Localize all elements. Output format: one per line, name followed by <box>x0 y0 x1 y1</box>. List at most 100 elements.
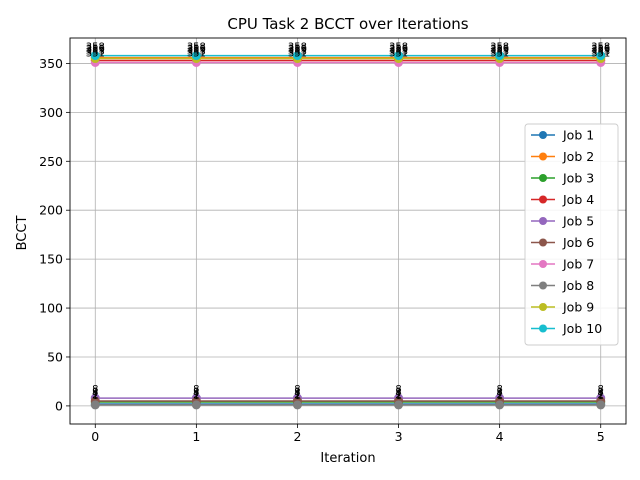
data-label-job-9: 355 <box>591 45 610 56</box>
series-lines <box>90 51 606 410</box>
data-label-job-7: 351 <box>389 48 408 59</box>
data-label-job-3: 4 <box>193 388 199 399</box>
data-label-job-8: 1 <box>294 391 300 402</box>
y-tick-label: 200 <box>39 203 63 218</box>
data-point-job-10 <box>596 51 606 61</box>
data-label-job-2: 356 <box>187 44 206 55</box>
data-point-job-10 <box>90 51 100 61</box>
data-label-job-5: 8 <box>193 384 199 395</box>
data-point-job-10 <box>191 51 201 61</box>
legend-box <box>524 123 619 346</box>
x-tick-label: 2 <box>293 429 301 444</box>
data-label-job-9: 355 <box>288 45 307 56</box>
data-label-job-8: 1 <box>496 391 502 402</box>
legend: Job 1 Job 2 Job 3 Job 4 Job 5 Job 6 Job 7 Job 8… <box>524 123 619 346</box>
data-label-job-2: 356 <box>591 44 610 55</box>
data-label-job-10: 358 <box>490 42 509 53</box>
data-label-job-3: 4 <box>294 388 300 399</box>
legend-marker-job-8 <box>539 281 547 290</box>
data-label-job-4: 353 <box>490 47 509 58</box>
legend-marker-job-4 <box>539 195 547 204</box>
data-label-job-4: 353 <box>389 47 408 58</box>
data-label-job-7: 351 <box>591 48 610 59</box>
data-point-job-8 <box>191 400 201 410</box>
data-label-job-1: 2 <box>598 390 604 401</box>
data-label-job-6: 5 <box>598 387 604 398</box>
data-point-job-10 <box>292 51 302 61</box>
data-label-job-1: 2 <box>496 390 502 401</box>
x-tick-label: 1 <box>192 429 200 444</box>
data-point-job-10 <box>495 51 505 61</box>
data-label-job-5: 8 <box>496 384 502 395</box>
data-point-job-10 <box>394 51 404 61</box>
data-label-job-6: 5 <box>496 387 502 398</box>
data-label-job-5: 8 <box>598 384 604 395</box>
legend-label-job-3: Job 3 <box>562 171 594 186</box>
data-label-job-6: 5 <box>193 387 199 398</box>
x-tick-label: 0 <box>91 429 99 444</box>
data-label-job-6: 5 <box>92 387 98 398</box>
data-label-job-3: 4 <box>598 388 604 399</box>
legend-label-job-9: Job 9 <box>562 300 594 315</box>
data-label-job-7: 351 <box>490 48 509 59</box>
data-label-job-3: 4 <box>496 388 502 399</box>
legend-marker-job-2 <box>539 152 547 161</box>
data-label-job-10: 358 <box>86 42 105 53</box>
data-label-job-4: 353 <box>288 47 307 58</box>
data-label-job-9: 355 <box>389 45 408 56</box>
data-point-job-8 <box>394 400 404 410</box>
data-point-job-8 <box>292 400 302 410</box>
data-label-job-2: 356 <box>490 44 509 55</box>
data-label-job-7: 351 <box>187 48 206 59</box>
data-point-job-8 <box>90 400 100 410</box>
y-tick-label: 300 <box>39 105 63 120</box>
y-tick-label: 0 <box>55 398 63 413</box>
data-label-job-8: 1 <box>395 391 401 402</box>
data-label-job-7: 351 <box>288 48 307 59</box>
data-label-job-5: 8 <box>395 384 401 395</box>
legend-marker-job-7 <box>539 260 547 268</box>
data-label-job-2: 356 <box>389 44 408 55</box>
legend-label-job-8: Job 8 <box>562 278 594 293</box>
legend-marker-job-3 <box>539 174 547 182</box>
x-tick-label: 5 <box>597 429 605 444</box>
legend-label-job-7: Job 7 <box>562 257 594 272</box>
legend-marker-job-9 <box>539 303 547 311</box>
data-point-job-8 <box>596 400 606 410</box>
y-tick-label: 100 <box>39 301 63 316</box>
x-axis-label: Iteration <box>320 451 375 466</box>
data-label-job-4: 353 <box>86 47 105 58</box>
legend-marker-job-6 <box>539 238 547 247</box>
data-label-job-10: 358 <box>288 42 307 53</box>
y-tick-label: 50 <box>47 349 63 364</box>
data-label-job-1: 2 <box>294 390 300 401</box>
legend-marker-job-10 <box>539 324 547 333</box>
data-label-job-7: 351 <box>86 48 105 59</box>
legend-label-job-10: Job 10 <box>562 321 602 336</box>
data-label-job-2: 356 <box>288 44 307 55</box>
legend-label-job-1: Job 1 <box>562 128 594 143</box>
y-tick-label: 250 <box>39 154 63 169</box>
data-label-job-1: 2 <box>395 390 401 401</box>
data-label-job-8: 1 <box>598 391 604 402</box>
data-label-job-4: 353 <box>187 47 206 58</box>
data-label-job-4: 353 <box>591 47 610 58</box>
data-label-job-5: 8 <box>92 384 98 395</box>
data-label-job-8: 1 <box>92 391 98 402</box>
data-label-job-3: 4 <box>92 388 98 399</box>
data-label-job-9: 355 <box>187 45 206 56</box>
data-label-job-6: 5 <box>395 387 401 398</box>
data-point-job-8 <box>495 400 505 410</box>
data-label-job-8: 1 <box>193 391 199 402</box>
data-label-job-10: 358 <box>389 42 408 53</box>
y-axis-label: BCCT <box>15 216 30 251</box>
data-label-job-9: 355 <box>86 45 105 56</box>
data-label-job-10: 358 <box>187 42 206 53</box>
data-label-job-1: 2 <box>92 390 98 401</box>
data-label-job-10: 358 <box>591 42 610 53</box>
data-label-job-6: 5 <box>294 387 300 398</box>
data-label-job-3: 4 <box>395 388 401 399</box>
x-tick-label: 4 <box>496 429 504 444</box>
